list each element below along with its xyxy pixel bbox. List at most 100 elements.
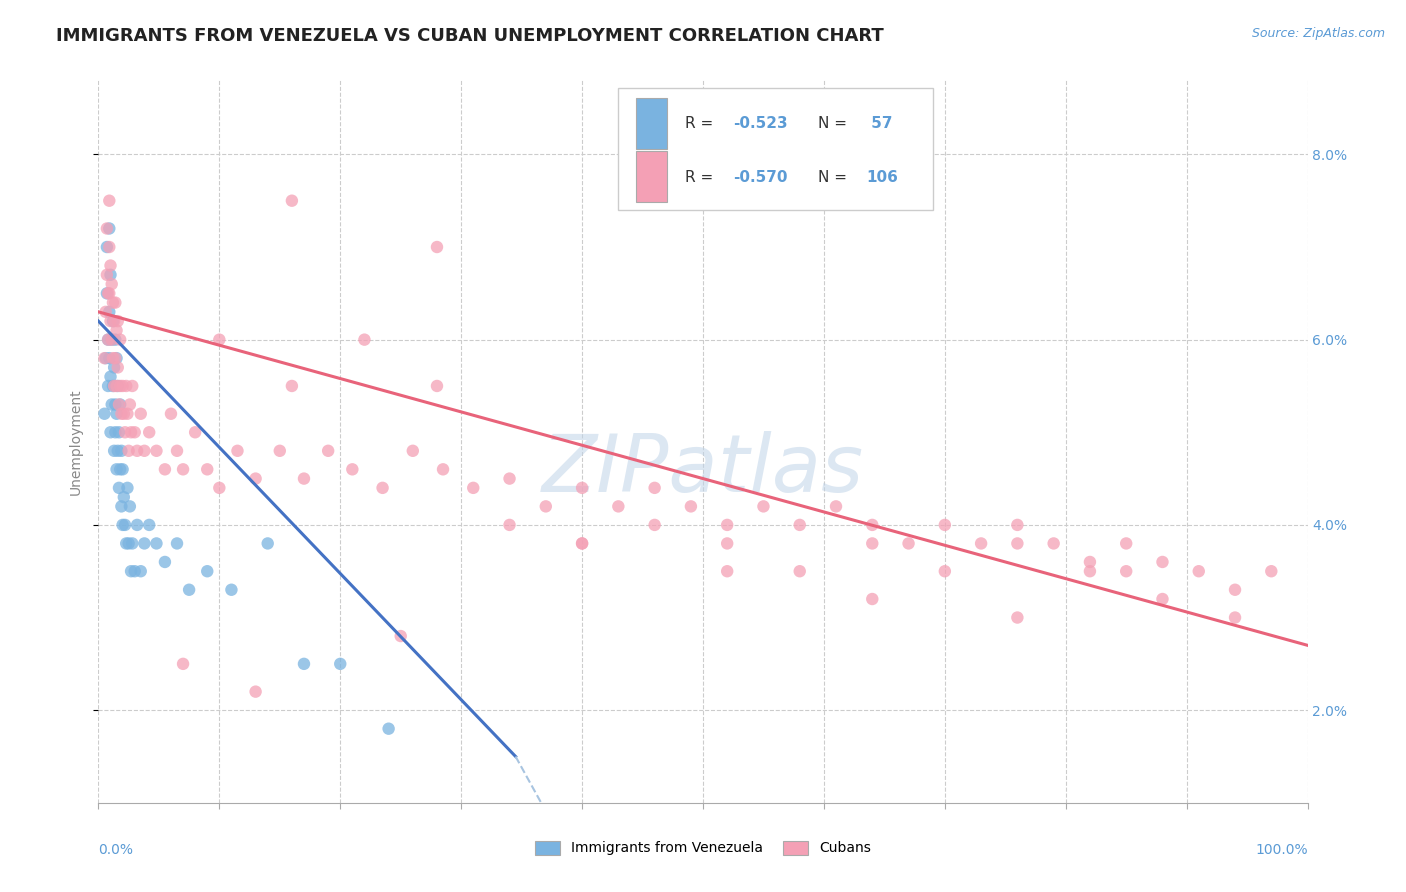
Point [120, 564, 142, 578]
Point [1007, 536, 1029, 550]
Point [934, 517, 956, 532]
Point [111, 379, 134, 393]
Point [127, 443, 149, 458]
Point [789, 564, 811, 578]
Point [124, 425, 146, 440]
Point [100, 259, 122, 273]
Point [100, 333, 122, 347]
Point [103, 314, 125, 328]
Point [112, 407, 135, 421]
Point [1260, 564, 1282, 578]
Point [110, 407, 132, 421]
Point [118, 536, 141, 550]
Point [105, 407, 128, 421]
Point [432, 462, 454, 476]
Point [195, 462, 218, 476]
Point [934, 564, 956, 578]
Point [292, 657, 315, 671]
Bar [637, 151, 666, 202]
Point [371, 481, 394, 495]
Point [108, 481, 131, 495]
Point [1223, 582, 1246, 597]
Point [716, 536, 738, 550]
Point [463, 481, 485, 495]
Text: 0.0%: 0.0% [98, 843, 134, 856]
Point [94, 351, 117, 366]
Point [104, 351, 127, 366]
Point [145, 443, 167, 458]
Point [105, 462, 128, 476]
Point [96, 240, 118, 254]
Point [104, 333, 127, 347]
Point [104, 397, 127, 411]
Point [256, 536, 278, 550]
Point [1152, 592, 1174, 607]
Point [402, 443, 425, 458]
Point [96, 221, 118, 235]
Point [166, 536, 188, 550]
Point [98, 194, 121, 208]
Point [103, 360, 125, 375]
Point [117, 481, 139, 495]
Point [389, 629, 412, 643]
Point [292, 472, 315, 486]
Point [105, 379, 128, 393]
Point [114, 425, 136, 440]
Point [100, 369, 122, 384]
Point [115, 379, 138, 393]
Point [93, 407, 115, 421]
Point [118, 500, 141, 514]
Point [97, 333, 120, 347]
Text: ZIPatlas: ZIPatlas [541, 432, 865, 509]
Point [208, 481, 231, 495]
Point [329, 657, 352, 671]
Point [342, 462, 364, 476]
Point [377, 722, 399, 736]
Point [534, 500, 557, 514]
Text: R =: R = [685, 116, 718, 131]
Point [571, 536, 593, 550]
Point [208, 333, 231, 347]
Point [111, 517, 134, 532]
Point [245, 472, 267, 486]
Point [134, 536, 156, 550]
Point [160, 407, 183, 421]
Point [121, 379, 143, 393]
Point [101, 379, 124, 393]
Point [108, 462, 131, 476]
Point [101, 295, 124, 310]
Point [93, 351, 115, 366]
Point [97, 286, 120, 301]
Point [138, 517, 160, 532]
Point [281, 194, 304, 208]
Point [121, 536, 143, 550]
Point [100, 314, 122, 328]
Point [353, 333, 375, 347]
Point [716, 564, 738, 578]
Point [112, 490, 135, 504]
Point [118, 397, 141, 411]
Point [1007, 610, 1029, 624]
Point [153, 462, 176, 476]
Point [100, 333, 122, 347]
Point [108, 333, 131, 347]
Point [105, 323, 128, 337]
Point [129, 407, 152, 421]
Point [103, 379, 125, 393]
Point [104, 295, 127, 310]
Point [172, 657, 194, 671]
Point [129, 564, 152, 578]
FancyBboxPatch shape [619, 87, 932, 211]
Point [100, 277, 122, 291]
Text: -0.570: -0.570 [734, 169, 787, 185]
Point [195, 564, 218, 578]
Point [679, 500, 702, 514]
Point [138, 425, 160, 440]
Point [316, 443, 339, 458]
Point [1115, 536, 1137, 550]
Point [108, 397, 131, 411]
Point [789, 517, 811, 532]
Point [245, 684, 267, 698]
Point [571, 481, 593, 495]
Point [716, 517, 738, 532]
